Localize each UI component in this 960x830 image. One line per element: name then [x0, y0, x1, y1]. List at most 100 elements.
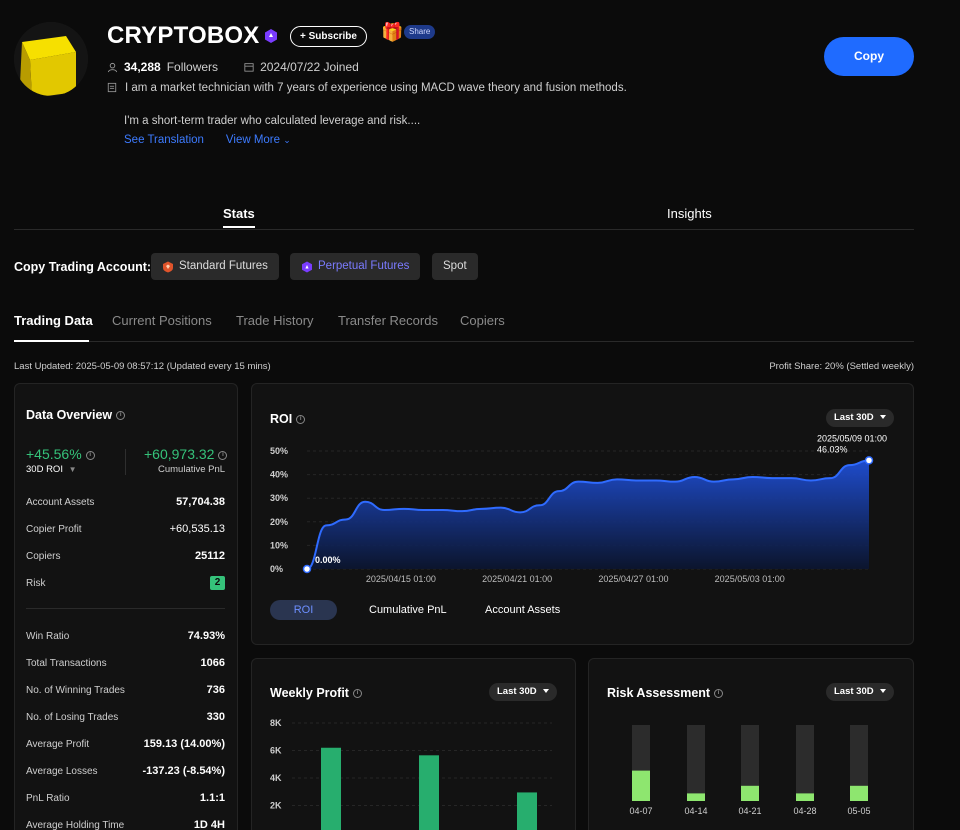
- roi-chart[interactable]: 0% 10% 20% 30% 40% 50% 0.00% 2025/05/09 01:0046…: [262, 428, 902, 590]
- tab-trade-history[interactable]: Trade History: [236, 313, 314, 328]
- info-icon[interactable]: i: [85, 450, 95, 460]
- x-tick-label: 04-07: [629, 806, 652, 816]
- roi-start-label: 0.00%: [315, 555, 341, 565]
- main-tab-bar: [14, 200, 914, 230]
- weekly-profit-chart[interactable]: 2K 4K 6K 8K: [262, 710, 562, 830]
- risk-track: [850, 725, 868, 801]
- cumulative-pnl-label: Cumulative PnL: [158, 464, 226, 475]
- tab-stats[interactable]: Stats: [223, 206, 255, 221]
- stat-label: Average Losses: [26, 766, 98, 777]
- tab-current-positions[interactable]: Current Positions: [112, 313, 212, 328]
- roi-range-select[interactable]: Last 30D: [826, 409, 894, 427]
- divider: [26, 608, 225, 609]
- tab-insights[interactable]: Insights: [667, 206, 712, 221]
- toggle-roi[interactable]: ROI: [270, 600, 337, 620]
- y-tick-label: 6K: [270, 746, 282, 756]
- tab-copiers[interactable]: Copiers: [460, 313, 505, 328]
- risk-assessment-chart[interactable]: 04-07 04-14 04-21 04-28 05-05: [600, 715, 900, 825]
- verified-badge-icon: [265, 29, 277, 43]
- sub-tab-active-indicator: [14, 340, 89, 342]
- x-tick-label: 2025/05/03 01:00: [715, 574, 785, 584]
- stat-value: 736: [206, 684, 225, 696]
- tab-transfer-records[interactable]: Transfer Records: [338, 313, 438, 328]
- caret-down-icon: ▼: [68, 465, 77, 474]
- stat-label: No. of Winning Trades: [26, 685, 125, 696]
- last-updated: Last Updated: 2025-05-09 08:57:12 (Updat…: [14, 361, 271, 372]
- caret-down-icon: [879, 415, 886, 420]
- info-icon[interactable]: i: [714, 689, 724, 699]
- info-icon[interactable]: i: [116, 411, 126, 421]
- bio-line-1: I am a market technician with 7 years of…: [125, 82, 627, 94]
- account-label: Spot: [443, 260, 467, 272]
- stat-label: Risk: [26, 578, 46, 589]
- x-tick-label: 04-14: [684, 806, 707, 816]
- stat-value: 57,704.38: [176, 496, 225, 508]
- share-button[interactable]: Share: [404, 25, 436, 39]
- sub-tab-divider: [14, 341, 914, 342]
- gift-icon[interactable]: 🎁: [381, 22, 404, 42]
- info-icon[interactable]: i: [218, 450, 228, 460]
- info-icon[interactable]: i: [352, 689, 362, 699]
- info-icon[interactable]: i: [296, 415, 306, 425]
- caret-down-icon: [879, 689, 886, 694]
- x-tick-label: 2025/04/27 01:00: [598, 574, 668, 584]
- joined-date: 2024/07/22 Joined: [260, 60, 359, 74]
- roi-line: [306, 459, 870, 570]
- y-tick-label: 50%: [270, 446, 288, 456]
- see-translation-link[interactable]: See Translation: [124, 134, 204, 146]
- followers-icon: [107, 62, 118, 72]
- cumulative-pnl-value: +60,973.32 i: [144, 446, 228, 462]
- roi-value-text: +45.56%: [26, 446, 82, 462]
- range-label: Last 30D: [834, 412, 874, 423]
- y-tick-label: 4K: [270, 773, 282, 783]
- y-tick-label: 8K: [270, 718, 282, 728]
- tab-trading-data[interactable]: Trading Data: [14, 313, 93, 328]
- account-label: Standard Futures: [179, 260, 268, 272]
- caret-down-icon: [542, 689, 549, 694]
- account-standard-futures[interactable]: Standard Futures: [151, 253, 279, 280]
- account-label: Perpetual Futures: [318, 260, 410, 272]
- risk-level-bar: [741, 785, 759, 801]
- risk-badge: 2: [210, 576, 225, 590]
- y-tick-label: 30%: [270, 493, 288, 503]
- stat-label: Win Ratio: [26, 631, 70, 642]
- y-tick-label: 2K: [270, 801, 282, 811]
- perpetual-futures-icon: [302, 261, 312, 272]
- stat-label: Account Assets: [26, 497, 95, 508]
- copy-trading-label: Copy Trading Account:: [14, 260, 152, 274]
- stat-value: 159.13 (14.00%): [143, 738, 225, 750]
- roi-30d-value: +45.56% i: [26, 446, 95, 462]
- share-label: Share: [409, 27, 431, 36]
- weekly-profit-title: Weekly Profit i: [270, 686, 362, 700]
- weekly-title-text: Weekly Profit: [270, 686, 349, 700]
- chevron-down-icon: ⌄: [283, 135, 291, 145]
- toggle-cumulative-pnl[interactable]: Cumulative PnL: [369, 604, 447, 616]
- weekly-range-select[interactable]: Last 30D: [489, 683, 557, 701]
- stat-label: PnL Ratio: [26, 793, 70, 804]
- subscribe-button[interactable]: + Subscribe: [290, 26, 367, 47]
- followers-count: 34,288: [124, 60, 161, 74]
- stat-label: Copiers: [26, 551, 61, 562]
- view-more-label: View More: [225, 134, 281, 146]
- calendar-icon: [244, 63, 254, 72]
- data-overview-label: Data Overview: [26, 408, 113, 422]
- account-perpetual-futures[interactable]: Perpetual Futures: [290, 253, 421, 280]
- roi-tooltip-date: 2025/05/09 01:00: [817, 433, 887, 443]
- stat-value: +60,535.13: [169, 523, 225, 535]
- trader-name: CRYPTOBOX: [107, 22, 260, 49]
- roi-start-point: [302, 564, 312, 574]
- stat-value: -137.23 (-8.54%): [142, 765, 225, 777]
- divider: [125, 449, 126, 475]
- view-more-link[interactable]: View More ⌄: [226, 134, 291, 146]
- avatar: [14, 22, 88, 96]
- y-tick-label: 10%: [270, 540, 288, 550]
- risk-range-select[interactable]: Last 30D: [826, 683, 894, 701]
- risk-assessment-title: Risk Assessment i: [607, 686, 724, 700]
- toggle-account-assets[interactable]: Account Assets: [485, 604, 561, 616]
- roi-period-select[interactable]: 30D ROI ▼: [26, 464, 77, 475]
- account-spot[interactable]: Spot: [432, 253, 478, 280]
- data-overview-panel: [14, 383, 238, 830]
- roi-end-point: [864, 456, 874, 465]
- stat-value: 1066: [200, 657, 225, 669]
- copy-button[interactable]: Copy: [824, 37, 914, 76]
